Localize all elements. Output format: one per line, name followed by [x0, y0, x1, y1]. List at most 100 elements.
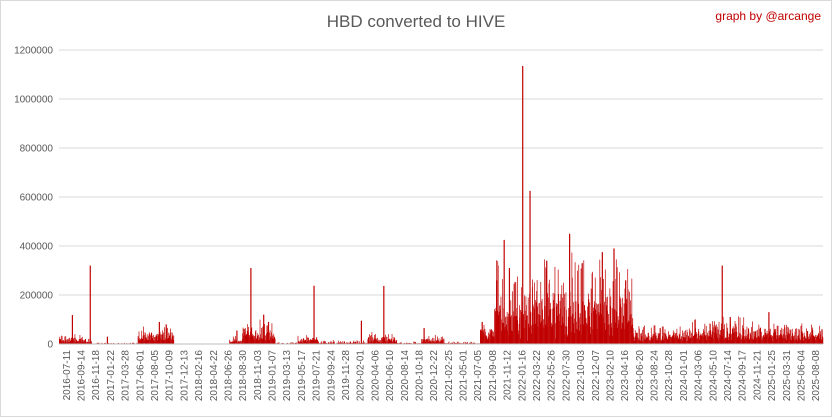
bar: [571, 252, 573, 344]
bar: [576, 328, 578, 344]
bar: [154, 337, 155, 344]
bar: [796, 328, 797, 344]
bar: [507, 316, 509, 344]
bar: [682, 340, 684, 344]
bar: [77, 341, 78, 344]
bar: [369, 334, 370, 344]
bar: [780, 334, 782, 344]
bar: [538, 303, 540, 344]
bar: [232, 340, 234, 344]
bar: [591, 273, 593, 344]
bar: [389, 338, 391, 344]
bar: [776, 335, 778, 344]
bar: [90, 340, 92, 344]
bar: [162, 340, 164, 344]
bar: [535, 323, 537, 344]
bar: [377, 341, 379, 344]
x-tick-label: 2021-02-25: [444, 350, 455, 402]
bar: [612, 281, 614, 344]
x-tick-label: 2020-08-14: [400, 350, 411, 402]
bar: [438, 340, 439, 344]
bar: [659, 327, 661, 344]
bar: [761, 331, 762, 344]
bar: [353, 340, 355, 344]
bar: [370, 336, 371, 344]
bar: [161, 334, 162, 344]
bar: [674, 337, 675, 344]
bar: [694, 319, 696, 344]
bar: [641, 341, 643, 344]
bar: [697, 333, 699, 344]
bar: [255, 330, 257, 344]
bar: [256, 335, 258, 344]
bar: [448, 341, 450, 344]
bar: [59, 339, 61, 344]
bar: [767, 333, 769, 344]
bar: [515, 308, 517, 344]
x-tick-label: 2020-04-06: [370, 350, 381, 402]
bar: [726, 323, 728, 344]
bar: [615, 278, 617, 344]
bar: [332, 340, 334, 344]
bar: [655, 335, 657, 344]
bar: [169, 332, 171, 344]
bar-spike: [236, 330, 238, 344]
bar: [303, 338, 304, 344]
bar: [758, 337, 760, 344]
bar: [456, 341, 458, 344]
bar: [73, 339, 74, 344]
bar: [430, 339, 432, 344]
bar: [753, 331, 755, 344]
bar: [782, 328, 784, 344]
bar: [713, 338, 714, 344]
bar: [382, 337, 384, 344]
bar: [544, 324, 546, 344]
bar: [527, 340, 529, 344]
bar: [296, 342, 298, 344]
bar: [350, 342, 351, 344]
bar: [696, 339, 698, 344]
bar: [87, 342, 88, 344]
bar: [356, 340, 358, 344]
bar: [555, 323, 556, 344]
bar: [668, 334, 670, 344]
bar: [604, 269, 606, 344]
bar: [620, 298, 622, 344]
bar: [616, 311, 618, 344]
bar: [732, 329, 734, 344]
bar: [141, 330, 143, 344]
bar: [644, 325, 645, 344]
bar: [258, 334, 259, 344]
bar: [136, 342, 138, 344]
bar: [483, 324, 485, 344]
bar: [330, 340, 332, 344]
bar: [64, 336, 66, 344]
bar-spike: [481, 321, 483, 344]
bar: [429, 341, 431, 344]
bar-spike: [71, 315, 74, 344]
bar: [702, 336, 704, 344]
bar: [783, 337, 785, 344]
bar: [339, 342, 340, 344]
bar: [684, 337, 686, 344]
bar: [309, 339, 310, 344]
bar: [260, 334, 261, 344]
bar: [601, 289, 602, 344]
bar: [244, 328, 245, 344]
bar: [646, 336, 648, 344]
bar: [85, 339, 87, 344]
bar: [628, 321, 630, 344]
bar: [775, 328, 777, 344]
bar: [643, 340, 645, 344]
bar: [172, 333, 173, 344]
bar: [536, 280, 538, 344]
bar: [542, 325, 544, 344]
bar: [248, 335, 250, 344]
bar: [84, 340, 86, 344]
bar: [63, 341, 65, 344]
x-tick-label: 2024-05-10: [708, 350, 719, 402]
bar-spike: [267, 321, 270, 344]
bar: [245, 335, 247, 344]
bar: [266, 332, 268, 344]
bar: [592, 271, 593, 344]
